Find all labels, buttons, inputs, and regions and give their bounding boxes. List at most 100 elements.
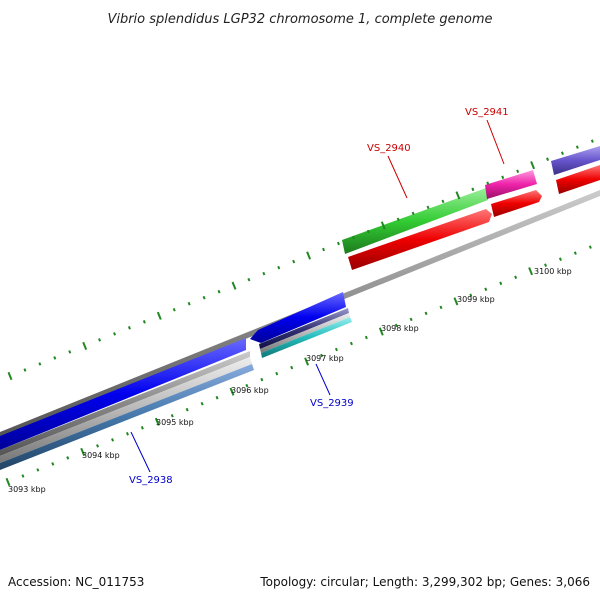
tick-mark xyxy=(558,257,562,261)
scale-labels: 3093 kbp 3094 kbp 3095 kbp 3096 kbp 3097… xyxy=(8,267,572,494)
tick-mark xyxy=(378,327,384,336)
gene-bar[interactable] xyxy=(261,317,352,358)
tick-mark xyxy=(68,350,72,354)
tick-label: 3097 kbp xyxy=(306,354,344,363)
tick-mark xyxy=(82,341,88,350)
gene-bar[interactable] xyxy=(556,165,600,194)
forward-strand xyxy=(0,146,600,450)
tick-mark xyxy=(501,175,505,180)
gene-bar[interactable] xyxy=(551,146,600,175)
tick-mark xyxy=(394,323,398,328)
tick-label: 3094 kbp xyxy=(82,451,120,460)
tick-mark xyxy=(424,311,428,316)
callout-line xyxy=(315,363,331,396)
gene-bar[interactable] xyxy=(260,313,350,353)
gene-bar[interactable] xyxy=(491,190,542,217)
tick-mark xyxy=(380,221,386,230)
tick-mark xyxy=(231,281,237,290)
tick-label: 3098 kbp xyxy=(381,324,419,333)
gene-label-vs2938[interactable]: VS_2938 xyxy=(129,475,173,486)
tick-mark xyxy=(66,456,70,460)
gene-callouts: VS_2938 VS_2939 VS_2940 VS_2941 xyxy=(129,107,509,486)
tick-label: 3095 kbp xyxy=(156,418,194,427)
tick-mark xyxy=(351,235,355,240)
tick-mark xyxy=(7,371,13,381)
tick-mark xyxy=(185,407,189,412)
map-title: Vibrio splendidus LGP32 chromosome 1, co… xyxy=(107,12,492,27)
tick-mark xyxy=(111,438,115,442)
tick-mark xyxy=(560,151,564,155)
tick-mark xyxy=(573,251,577,255)
tick-mark xyxy=(170,414,174,418)
tick-mark xyxy=(275,371,279,376)
tick-mark xyxy=(409,317,413,322)
tick-mark xyxy=(292,259,296,264)
tick-mark xyxy=(113,332,117,336)
tick-mark xyxy=(306,251,312,260)
gene-bar[interactable] xyxy=(348,209,492,270)
outer-tick-ring xyxy=(7,139,594,381)
tick-mark xyxy=(245,383,249,388)
tick-mark xyxy=(441,199,445,204)
gene-label-vs2941[interactable]: VS_2941 xyxy=(465,107,509,118)
gene-bar[interactable] xyxy=(0,351,250,456)
gene-label-vs2939[interactable]: VS_2939 xyxy=(310,398,354,409)
tick-mark xyxy=(334,347,338,352)
gene-bar[interactable] xyxy=(250,292,346,343)
callout-line xyxy=(486,119,505,165)
tick-mark xyxy=(156,311,162,320)
tick-mark xyxy=(200,401,204,406)
tick-mark xyxy=(486,181,490,186)
tick-mark xyxy=(349,341,353,346)
genome-summary-text: Topology: circular; Length: 3,299,302 bp… xyxy=(259,575,590,589)
tick-mark xyxy=(364,335,368,340)
tick-mark xyxy=(80,447,86,456)
tick-mark xyxy=(98,338,102,342)
tick-mark xyxy=(304,357,310,366)
tick-mark xyxy=(38,362,42,366)
tick-mark xyxy=(544,263,548,267)
tick-mark xyxy=(528,267,534,276)
tick-mark xyxy=(202,295,206,300)
tick-mark xyxy=(575,145,579,149)
tick-mark xyxy=(127,326,131,330)
tick-mark xyxy=(469,293,473,298)
tick-label: 3099 kbp xyxy=(457,295,495,304)
tick-mark xyxy=(322,247,326,252)
tick-mark xyxy=(53,356,57,360)
tick-mark xyxy=(21,474,25,478)
tick-mark xyxy=(262,271,266,276)
inner-tick-ring xyxy=(5,245,592,487)
tick-mark xyxy=(229,387,235,396)
tick-mark xyxy=(499,281,503,286)
gene-label-vs2940[interactable]: VS_2940 xyxy=(367,143,411,154)
tick-mark xyxy=(471,187,475,192)
tick-mark xyxy=(530,161,536,170)
gene-bar[interactable] xyxy=(342,188,488,254)
tick-mark xyxy=(290,365,294,370)
gene-bar[interactable] xyxy=(0,338,246,450)
tick-mark xyxy=(426,205,430,210)
tick-mark xyxy=(411,211,415,216)
tick-mark xyxy=(590,139,594,143)
tick-mark xyxy=(366,229,370,234)
tick-mark xyxy=(140,426,144,430)
tick-label: 3093 kbp xyxy=(8,485,46,494)
tick-mark xyxy=(154,417,160,426)
tick-mark xyxy=(396,217,400,222)
gene-bar[interactable] xyxy=(0,357,252,463)
tick-mark xyxy=(439,305,443,310)
tick-mark xyxy=(336,241,340,246)
tick-mark xyxy=(96,444,100,448)
tick-mark xyxy=(51,462,55,466)
tick-label: 3096 kbp xyxy=(231,386,269,395)
gene-bar[interactable] xyxy=(259,308,349,349)
tick-mark xyxy=(260,377,264,382)
gene-bar[interactable] xyxy=(485,170,537,199)
gene-bar[interactable] xyxy=(0,364,254,470)
tick-mark xyxy=(320,353,324,358)
tick-mark xyxy=(142,320,146,324)
tick-mark xyxy=(5,477,11,487)
tick-mark xyxy=(546,157,550,161)
